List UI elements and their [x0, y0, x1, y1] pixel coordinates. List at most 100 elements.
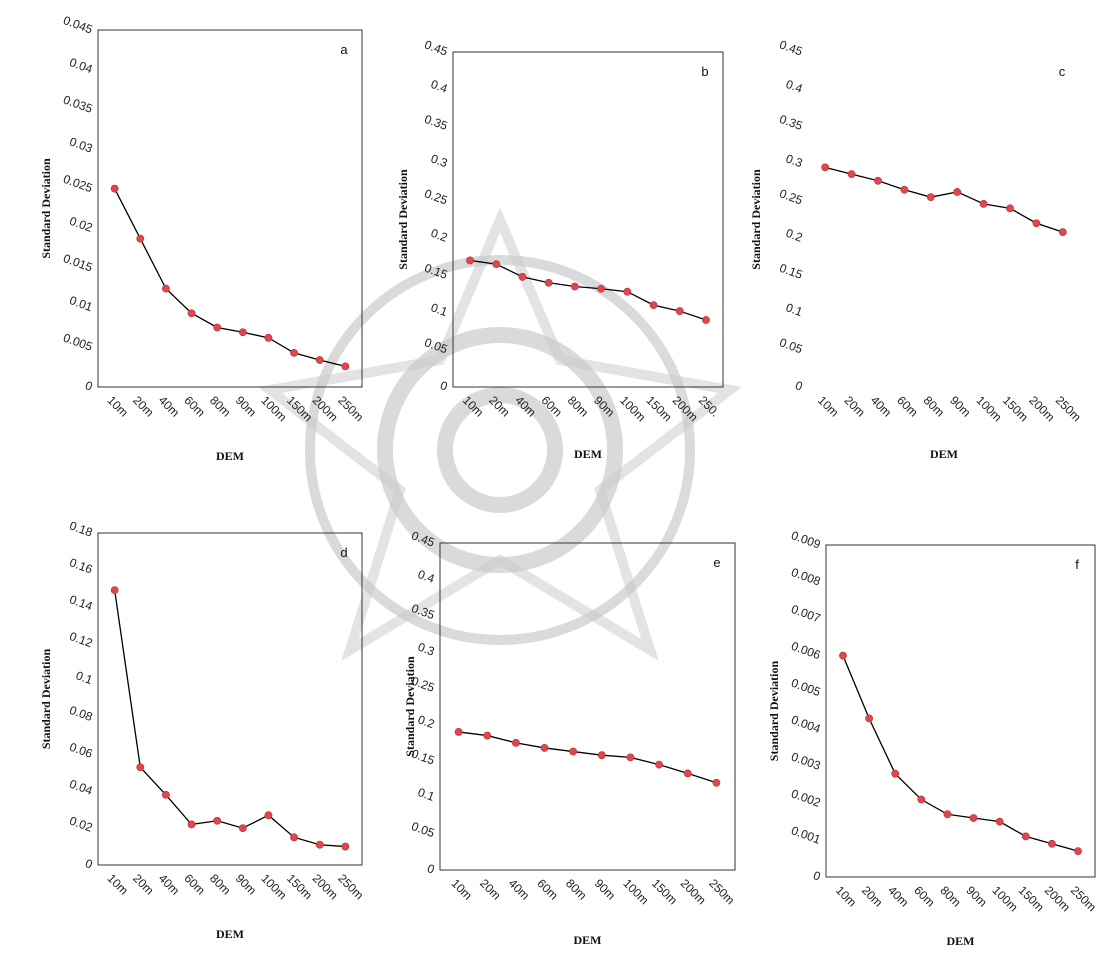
y-tick-label: 0.4	[429, 77, 450, 96]
x-tick-label: 80m	[937, 883, 963, 909]
data-point	[953, 188, 962, 196]
y-tick-label: 0.008	[789, 565, 822, 589]
y-tick-label: 0.1	[74, 668, 95, 687]
x-tick-label: 150m	[1016, 883, 1047, 914]
y-tick-label: 0.4	[784, 77, 805, 96]
y-tick-label: 0.006	[789, 639, 822, 663]
data-point	[943, 810, 952, 819]
data-point	[238, 328, 247, 337]
data-point	[1058, 228, 1067, 237]
y-tick-label: 0.001	[789, 823, 822, 847]
panel-label: d	[340, 545, 347, 560]
series-line	[458, 731, 717, 784]
data-point	[979, 199, 988, 208]
y-axis-label: Standard Deviation	[767, 661, 781, 762]
y-tick-label: 0.005	[789, 676, 822, 700]
plot-frame	[97, 532, 363, 866]
panel-label: a	[340, 42, 348, 57]
data-point	[655, 760, 664, 769]
panel-label: c	[1059, 64, 1066, 79]
data-point	[264, 333, 273, 342]
x-tick-label: 40m	[885, 883, 911, 909]
data-point	[110, 586, 119, 595]
data-point	[1032, 219, 1041, 228]
data-point	[466, 256, 474, 265]
y-axis-label: Standard Deviation	[403, 656, 417, 757]
plot-frame	[97, 29, 363, 388]
panel-label: e	[713, 555, 720, 570]
data-point	[187, 820, 196, 829]
data-point	[454, 728, 463, 736]
y-tick-label: 0.3	[784, 151, 805, 170]
data-point	[518, 272, 527, 281]
data-point	[483, 731, 492, 740]
y-tick-label: 0.1	[416, 785, 437, 804]
x-axis-label: DEM	[216, 927, 244, 941]
plot-frame	[825, 544, 1096, 878]
data-point	[1074, 847, 1082, 856]
data-point	[712, 778, 721, 787]
data-point	[683, 769, 692, 778]
data-point	[187, 309, 196, 318]
data-point	[341, 842, 350, 851]
x-axis-label: DEM	[947, 934, 975, 948]
data-point	[702, 316, 710, 324]
data-point	[238, 824, 247, 833]
data-point	[511, 738, 520, 747]
data-point	[917, 795, 926, 804]
panel-label: f	[1075, 557, 1079, 572]
data-point	[290, 833, 298, 842]
data-point	[900, 185, 909, 194]
series-line	[842, 655, 1079, 852]
y-tick-label: 0	[793, 378, 804, 394]
y-tick-label: 0.3	[429, 151, 450, 170]
x-tick-label: 10m	[833, 883, 859, 909]
data-point	[926, 193, 935, 202]
y-tick-label: 0.2	[416, 712, 437, 731]
x-tick-label: 60m	[911, 883, 937, 909]
data-point	[1021, 832, 1030, 841]
data-point	[290, 348, 298, 357]
x-tick-label: 250m	[1068, 883, 1099, 914]
y-axis-label: Standard Deviation	[749, 169, 763, 270]
data-point	[213, 816, 222, 825]
data-point	[110, 184, 119, 193]
data-point	[569, 747, 578, 756]
data-point	[1048, 839, 1056, 848]
y-tick-label: 0.2	[784, 226, 805, 245]
data-point	[213, 323, 222, 332]
x-axis-label: DEM	[574, 933, 602, 947]
x-tick-label: 20m	[859, 883, 885, 909]
y-axis-label: Standard Deviation	[396, 169, 410, 270]
data-point	[1006, 204, 1014, 213]
y-axis-label: Standard Deviation	[39, 158, 53, 259]
y-tick-label: 0.2	[429, 226, 450, 245]
data-point	[891, 769, 900, 778]
data-point	[492, 260, 501, 269]
data-point	[264, 811, 273, 820]
data-point	[847, 170, 856, 178]
data-point	[315, 356, 324, 364]
series-line	[469, 259, 707, 321]
series-line	[825, 166, 1064, 233]
y-tick-label: 0.3	[416, 640, 437, 659]
x-axis-label: DEM	[216, 449, 244, 463]
y-tick-label: 0.007	[789, 602, 822, 626]
x-tick-label: 90m	[963, 883, 989, 909]
series-line	[114, 590, 346, 848]
data-point	[623, 287, 632, 296]
y-tick-label: 0.003	[789, 749, 822, 773]
y-tick-label: 0.1	[784, 300, 805, 319]
data-point	[969, 814, 978, 822]
data-point	[136, 763, 145, 772]
data-point	[136, 234, 145, 243]
x-axis-label: DEM	[930, 447, 958, 461]
data-point	[597, 284, 606, 293]
y-tick-label: 0.4	[416, 567, 437, 586]
y-axis-label: Standard Deviation	[39, 649, 53, 750]
